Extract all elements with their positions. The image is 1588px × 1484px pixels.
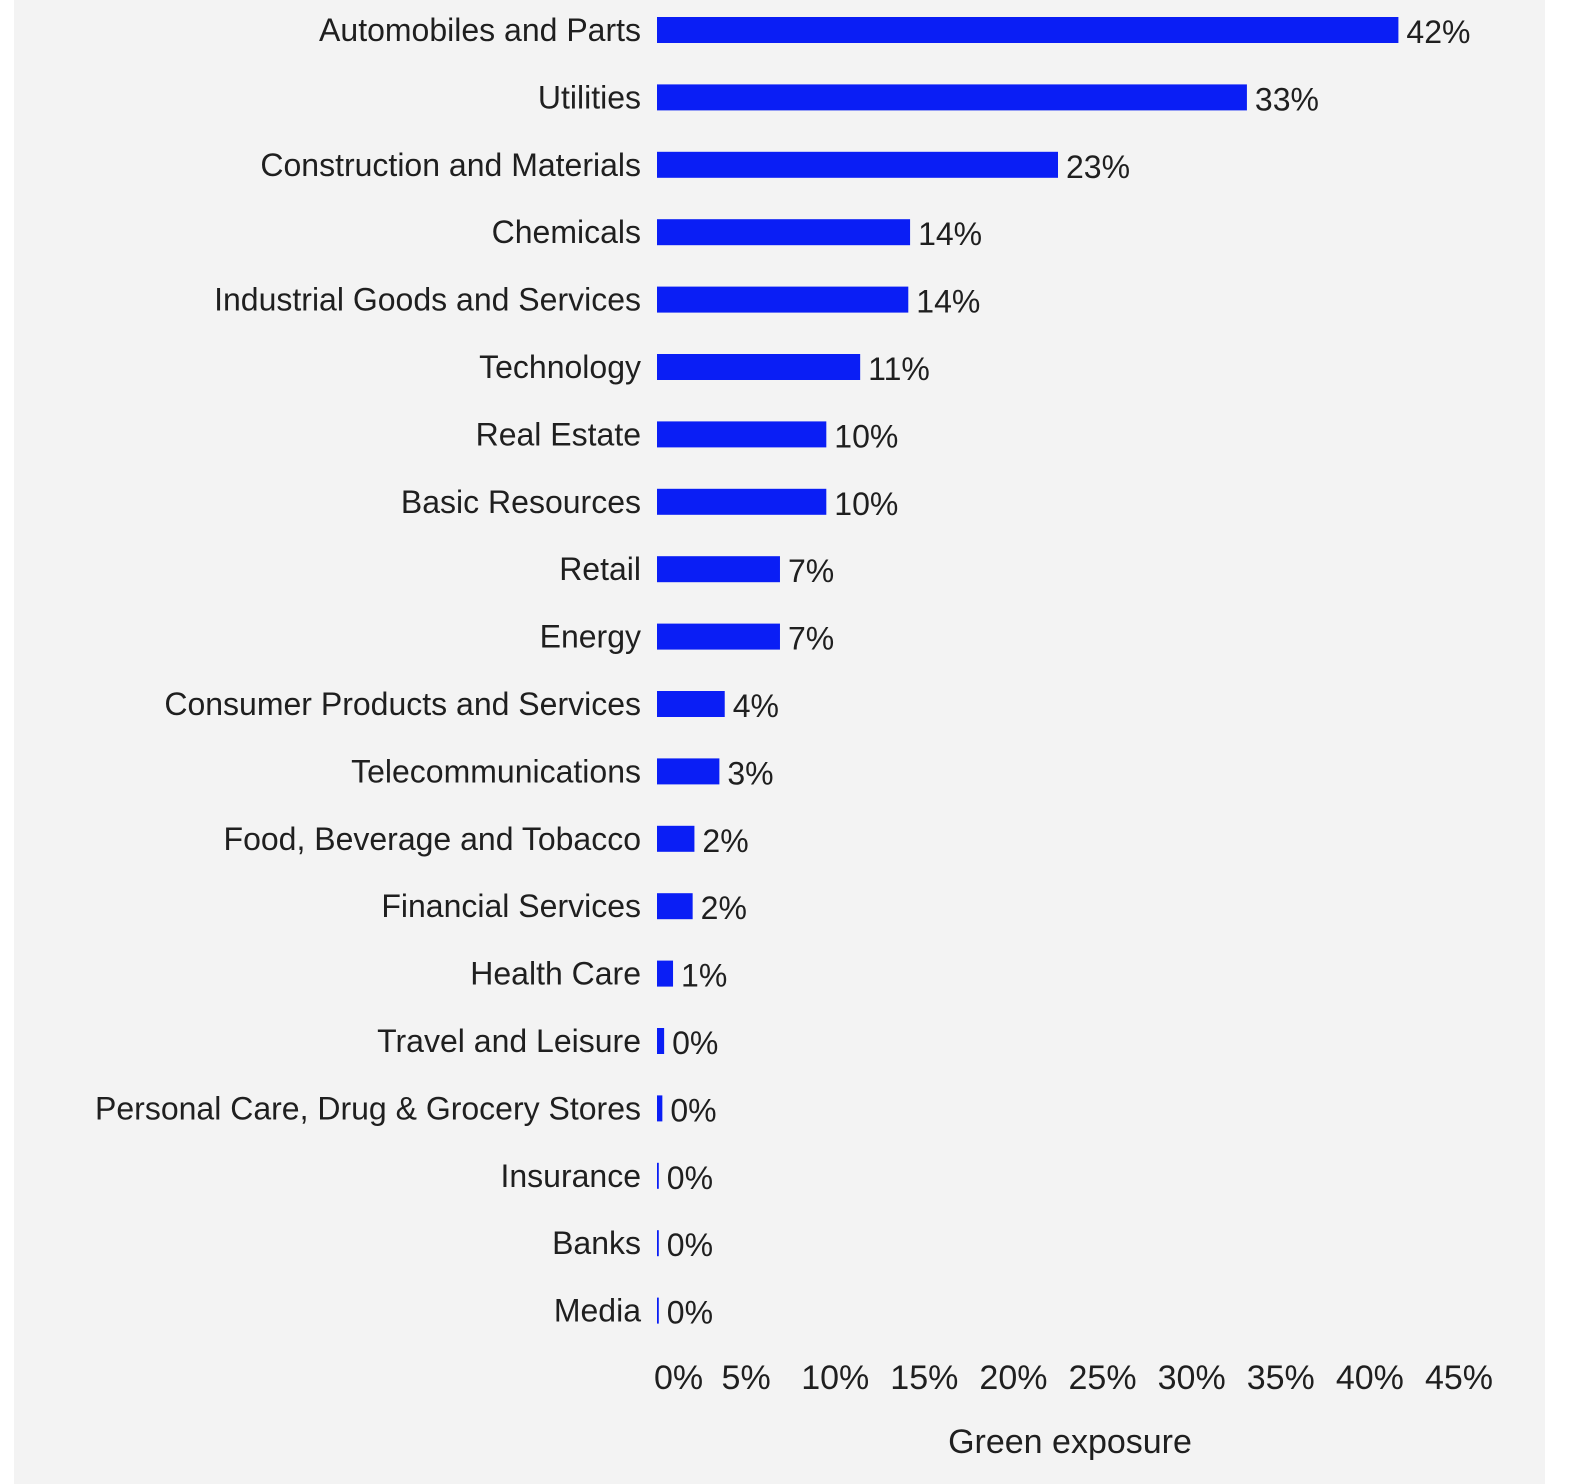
bar-18	[657, 1230, 659, 1257]
category-label-18: Banks	[552, 1225, 641, 1261]
bars-group	[657, 17, 1399, 1324]
bar-8	[657, 556, 780, 583]
category-label-0: Automobiles and Parts	[319, 12, 641, 48]
x-tick-label-6: 30%	[1158, 1359, 1226, 1397]
category-label-19: Media	[554, 1293, 641, 1329]
value-label-6: 10%	[834, 418, 898, 454]
bar-6	[657, 421, 827, 448]
category-label-8: Retail	[559, 551, 641, 587]
category-label-6: Real Estate	[476, 416, 641, 452]
value-label-10: 4%	[733, 688, 779, 724]
x-tick-label-4: 20%	[979, 1359, 1047, 1397]
bar-17	[657, 1162, 659, 1189]
value-label-12: 2%	[702, 823, 748, 859]
bar-5	[657, 354, 861, 380]
bar-14	[657, 960, 674, 987]
bar-10	[657, 691, 725, 717]
value-label-0: 42%	[1406, 14, 1470, 50]
x-axis-ticks: 0% 5% 10% 15% 20% 25% 30% 35% 40% 45%	[654, 1359, 1493, 1397]
bar-15	[657, 1028, 665, 1054]
value-label-13: 2%	[701, 890, 747, 926]
category-label-4: Industrial Goods and Services	[214, 282, 641, 318]
category-labels: Automobiles and Parts Utilities Constructi…	[95, 12, 641, 1329]
value-label-16: 0%	[670, 1092, 716, 1128]
x-tick-label-0: 0%	[654, 1359, 703, 1397]
category-label-16: Personal Care, Drug & Grocery Stores	[95, 1090, 641, 1126]
category-label-3: Chemicals	[492, 214, 641, 250]
x-tick-label-7: 35%	[1247, 1359, 1315, 1397]
chart-panel	[14, 0, 1545, 1484]
bar-9	[657, 623, 780, 650]
bar-13	[657, 893, 693, 920]
value-label-3: 14%	[918, 216, 982, 252]
bar-1	[657, 84, 1247, 111]
category-label-13: Financial Services	[381, 888, 641, 924]
value-label-14: 1%	[681, 958, 727, 994]
bar-12	[657, 825, 695, 852]
value-label-8: 7%	[788, 553, 834, 589]
category-label-9: Energy	[540, 619, 641, 655]
value-label-11: 3%	[727, 755, 773, 791]
value-label-19: 0%	[667, 1295, 713, 1331]
category-label-12: Food, Beverage and Tobacco	[224, 821, 641, 857]
x-tick-label-5: 25%	[1069, 1359, 1137, 1397]
bar-3	[657, 219, 911, 246]
x-tick-label-8: 40%	[1336, 1359, 1404, 1397]
category-label-11: Telecommunications	[351, 753, 641, 789]
value-label-9: 7%	[788, 621, 834, 657]
value-labels: 42%33%23%14%14%11%10%10%7%7%4%3%2%2%1%0%…	[667, 14, 1471, 1331]
x-tick-label-3: 15%	[890, 1359, 958, 1397]
category-label-14: Health Care	[470, 956, 641, 992]
bar-4	[657, 286, 909, 313]
category-label-10: Consumer Products and Services	[164, 686, 641, 722]
bar-16	[657, 1095, 663, 1122]
value-label-4: 14%	[916, 284, 980, 320]
category-label-5: Technology	[479, 349, 641, 385]
category-label-17: Insurance	[500, 1158, 641, 1194]
category-label-7: Basic Resources	[401, 484, 641, 520]
bar-19	[657, 1297, 659, 1324]
value-label-17: 0%	[667, 1160, 713, 1196]
value-label-7: 10%	[834, 486, 898, 522]
category-label-2: Construction and Materials	[260, 147, 641, 183]
bar-0	[657, 17, 1399, 43]
value-label-18: 0%	[667, 1227, 713, 1263]
category-label-15: Travel and Leisure	[377, 1023, 641, 1059]
x-tick-label-9: 45%	[1425, 1359, 1493, 1397]
x-tick-label-1: 5%	[722, 1359, 771, 1397]
value-label-15: 0%	[672, 1025, 718, 1061]
bar-2	[657, 151, 1058, 178]
x-axis-title: Green exposure	[948, 1423, 1192, 1461]
value-label-2: 23%	[1066, 149, 1130, 185]
bar-7	[657, 488, 827, 515]
category-label-1: Utilities	[538, 79, 641, 115]
x-tick-label-2: 10%	[801, 1359, 869, 1397]
value-label-1: 33%	[1255, 81, 1319, 117]
value-label-5: 11%	[868, 351, 930, 387]
bar-11	[657, 758, 720, 785]
